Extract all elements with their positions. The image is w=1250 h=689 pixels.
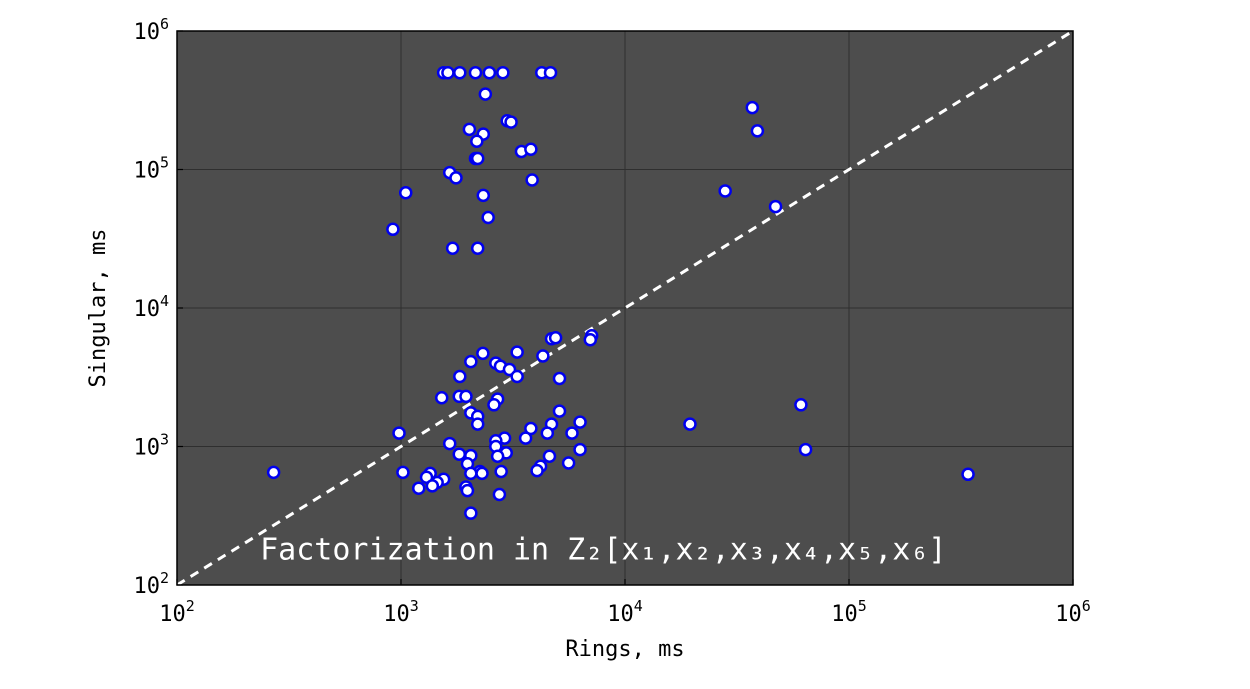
data-point xyxy=(794,398,808,412)
data-point xyxy=(494,464,508,479)
annotation-label: Factorization in Z₂[x₁,x₂,x₃,x₄,x₅,x₆] xyxy=(260,533,946,568)
data-point xyxy=(434,390,449,405)
y-tick-label: 104 xyxy=(133,292,169,322)
x-tick-label: 106 xyxy=(1055,597,1091,627)
data-point xyxy=(561,456,576,470)
data-point xyxy=(470,417,485,431)
data-point xyxy=(460,483,475,498)
data-point xyxy=(442,436,457,451)
data-point xyxy=(396,465,410,480)
data-points xyxy=(266,65,975,520)
data-point xyxy=(453,369,467,384)
data-point xyxy=(470,241,485,256)
data-point xyxy=(445,241,460,256)
data-point xyxy=(411,481,426,495)
data-point xyxy=(392,426,406,440)
data-point xyxy=(518,431,533,445)
x-tick-label: 104 xyxy=(607,597,643,627)
data-point xyxy=(452,447,467,461)
data-point xyxy=(464,506,478,520)
data-point xyxy=(552,404,567,418)
data-point xyxy=(482,65,497,80)
data-point xyxy=(510,345,524,359)
data-point xyxy=(453,65,467,80)
data-point xyxy=(745,100,760,115)
data-point xyxy=(476,188,491,203)
x-tick-label: 103 xyxy=(383,597,419,627)
data-point xyxy=(548,330,563,345)
data-point xyxy=(464,354,478,369)
data-point xyxy=(683,417,697,431)
data-point xyxy=(398,185,413,200)
data-point xyxy=(449,171,463,185)
data-point xyxy=(490,449,505,464)
data-point xyxy=(552,371,567,386)
data-point xyxy=(266,465,281,480)
data-point xyxy=(525,173,539,187)
data-point xyxy=(504,115,518,129)
y-axis-ticks: 102 103 104 105 106 xyxy=(133,15,183,599)
data-point xyxy=(470,151,485,166)
data-point xyxy=(487,398,501,412)
data-point xyxy=(583,332,598,347)
data-point xyxy=(492,487,507,502)
data-point xyxy=(573,415,587,429)
data-point xyxy=(425,479,440,493)
data-point xyxy=(386,222,400,237)
x-tick-label: 105 xyxy=(831,597,867,627)
data-point xyxy=(462,122,477,137)
data-point xyxy=(475,466,489,481)
data-point xyxy=(573,442,587,457)
data-point xyxy=(536,349,550,363)
data-point xyxy=(510,369,524,384)
data-point xyxy=(750,124,765,138)
data-point xyxy=(464,466,478,481)
data-point xyxy=(718,184,732,198)
data-point xyxy=(478,87,493,101)
data-point xyxy=(543,65,558,80)
data-point xyxy=(481,210,495,225)
x-axis-label: Rings, ms xyxy=(565,637,684,662)
data-point xyxy=(441,65,455,80)
y-axis-label: Singular, ms xyxy=(86,229,111,388)
x-axis-ticks: 102 103 104 105 106 xyxy=(159,579,1091,627)
x-tick-label: 102 xyxy=(159,597,195,627)
data-point xyxy=(542,449,557,464)
y-tick-label: 103 xyxy=(133,431,169,461)
data-point xyxy=(540,426,555,440)
data-point xyxy=(524,142,538,157)
data-point xyxy=(496,65,510,80)
data-point xyxy=(768,199,783,214)
y-tick-label: 105 xyxy=(133,154,169,184)
y-tick-label: 106 xyxy=(133,15,169,45)
y-tick-label: 102 xyxy=(133,569,169,599)
data-point xyxy=(798,442,813,457)
data-point xyxy=(476,346,490,361)
data-point xyxy=(565,426,579,440)
data-point xyxy=(961,467,975,482)
data-point xyxy=(459,389,473,404)
data-point xyxy=(530,463,544,478)
data-point xyxy=(468,65,483,80)
data-point xyxy=(470,134,484,148)
